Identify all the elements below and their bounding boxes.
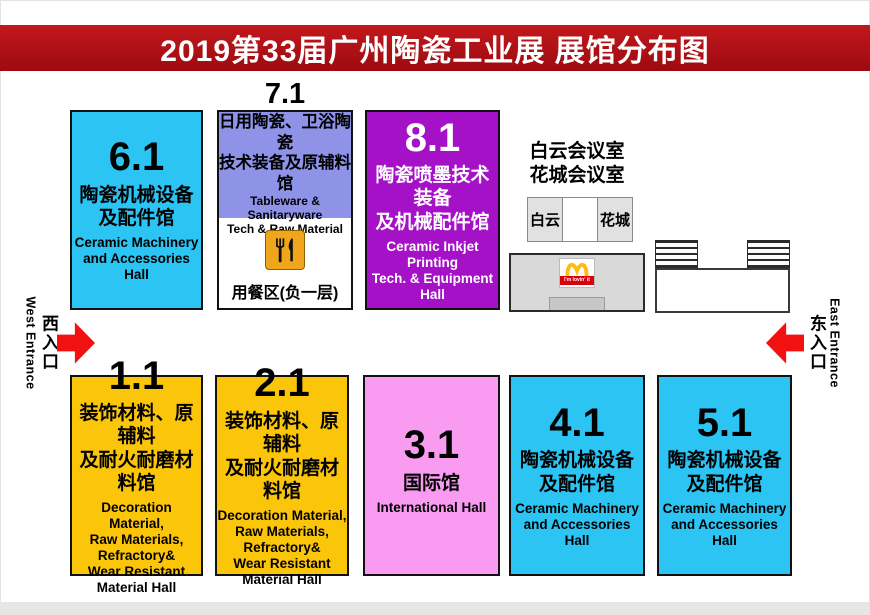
fork-knife-glyph — [276, 238, 293, 263]
hall-number: 7.1 — [264, 78, 306, 111]
hall-number: 4.1 — [549, 400, 605, 445]
hall-4-1: 4.1 陶瓷机械设备 及配件馆 Ceramic Machinery and Acce… — [509, 375, 645, 576]
hall-name-en: Decoration Material, Raw Materials, Refra… — [87, 499, 186, 595]
mcdonalds-building: I'm lovin' it — [509, 253, 645, 312]
west-entrance-label-en: West Entrance — [23, 296, 38, 390]
hall-number: 3.1 — [403, 423, 460, 467]
west-entrance-arrow-icon — [57, 322, 95, 364]
hall-name-cn: 装饰材料、原辅料 及耐火耐磨材料馆 — [79, 403, 194, 494]
hall-name-cn: 陶瓷机械设备 及配件馆 — [519, 450, 634, 495]
hall-name-en: Ceramic Machinery and Accessories Hall — [515, 500, 639, 548]
hall-name-en: Ceramic Machinery and Accessories Hall — [662, 500, 787, 548]
hall-name-en: Ceramic Machinery and Accessories Hall — [74, 235, 199, 283]
hall-8-1: 8.1 陶瓷喷墨技术装备 及机械配件馆 Ceramic Inkjet Printi… — [365, 110, 500, 310]
hall-1-1: 1.1 装饰材料、原辅料 及耐火耐磨材料馆 Decoration Material… — [70, 355, 203, 595]
page-title: 2019第33届广州陶瓷工业展 展馆分布图 — [160, 35, 710, 68]
golden-arches-icon — [565, 263, 589, 276]
room-middle — [563, 198, 598, 241]
hall-number: 2.1 — [254, 361, 310, 406]
east-entrance-label-cn: 东入口 — [807, 314, 826, 372]
conference-rooms-title: 白云会议室 花城会议室 — [529, 141, 625, 186]
hall-name-cn: 陶瓷机械设备 及配件馆 — [79, 184, 194, 230]
east-entrance-arrow-icon — [766, 321, 804, 365]
conference-rooms: 白云 花城 — [527, 197, 633, 242]
dining-area: 用餐区(负一层) — [219, 218, 351, 306]
hall-name-cn: 陶瓷喷墨技术装备 及机械配件馆 — [375, 165, 490, 233]
bottom-edge-strip — [0, 602, 870, 615]
mcdonalds-logo: I'm lovin' it — [559, 258, 595, 288]
hall-number: 8.1 — [404, 115, 461, 160]
east-building — [655, 268, 790, 313]
hall-3-1: 3.1 国际馆 International Hall — [363, 375, 500, 576]
room-huacheng: 花城 — [598, 198, 632, 241]
hall-number: 6.1 — [108, 135, 165, 180]
hall-7-1: 7.1 日用陶瓷、卫浴陶瓷 技术装备及原辅料馆 Tableware & Sanit… — [217, 79, 353, 310]
stairs-block-right — [747, 240, 790, 268]
dining-label: 用餐区(负一层) — [231, 285, 339, 302]
building-door — [549, 297, 605, 310]
hall-name-cn: 装饰材料、原辅料 及耐火耐磨材料馆 — [224, 411, 339, 502]
hall-number: 1.1 — [108, 353, 165, 398]
hall-name-cn: 日用陶瓷、卫浴陶瓷 技术装备及原辅料馆 — [219, 112, 351, 193]
east-entrance-label-en: East Entrance — [827, 298, 842, 388]
hall-7-1-label-zone: 7.1 日用陶瓷、卫浴陶瓷 技术装备及原辅料馆 Tableware & Sanit… — [219, 79, 351, 250]
mcdonalds-tagline: I'm lovin' it — [560, 276, 594, 285]
hall-name-en: Decoration Material, Raw Materials, Refra… — [217, 507, 347, 587]
hall-name-en: Ceramic Inkjet Printing Tech. & Equipment… — [371, 238, 494, 302]
hall-name-cn: 国际馆 — [402, 472, 460, 494]
hall-2-1: 2.1 装饰材料、原辅料 及耐火耐磨材料馆 Decoration Material… — [215, 363, 349, 587]
west-entrance-label-cn: 西入口 — [39, 314, 58, 372]
hall-name-en: International Hall — [376, 499, 487, 515]
hall-6-1: 6.1 陶瓷机械设备 及配件馆 Ceramic Machinery and Acce… — [70, 110, 203, 310]
room-baiyun: 白云 — [528, 198, 563, 241]
hall-number: 5.1 — [696, 400, 753, 445]
hall-5-1: 5.1 陶瓷机械设备 及配件馆 Ceramic Machinery and Acce… — [657, 375, 792, 576]
title-banner: 2019第33届广州陶瓷工业展 展馆分布图 — [0, 25, 870, 71]
fork-knife-icon — [265, 230, 305, 270]
stairs-block-left — [655, 240, 698, 268]
hall-name-cn: 陶瓷机械设备 及配件馆 — [667, 450, 782, 495]
